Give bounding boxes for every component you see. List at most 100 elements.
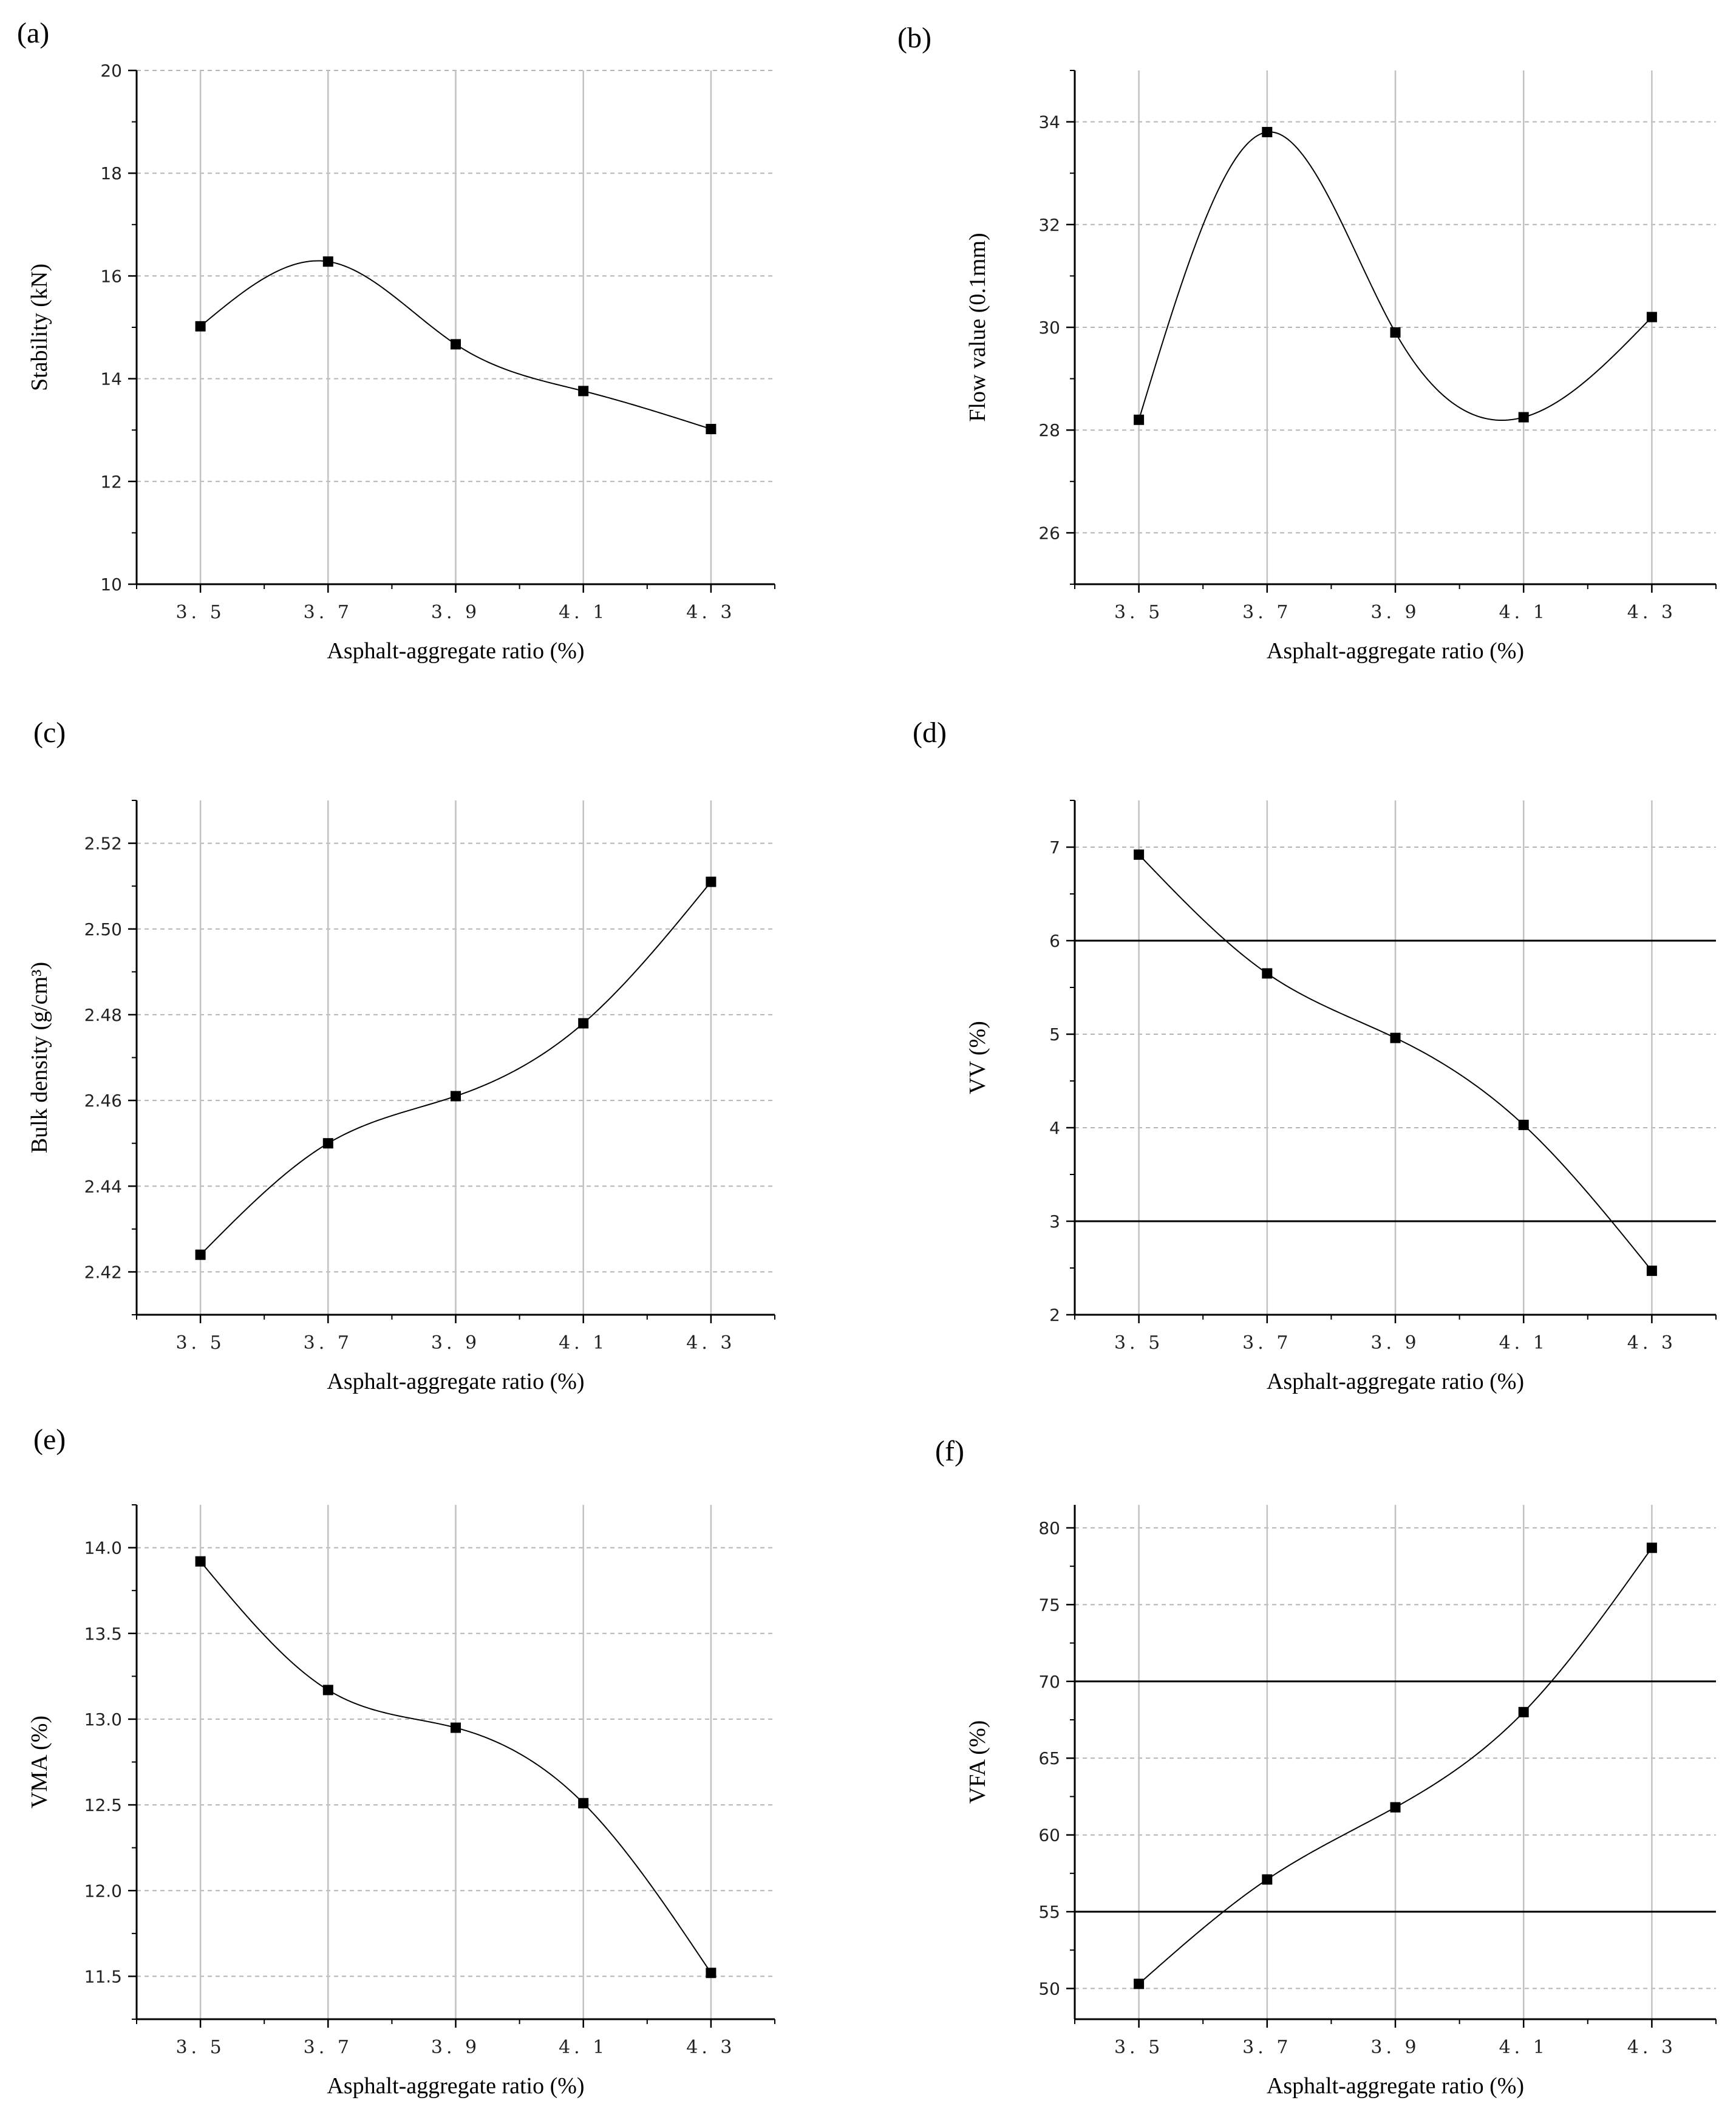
data-point — [1134, 1979, 1145, 1989]
y-axis-title: Flow value (0.1mm) — [965, 233, 990, 421]
y-tick-label: 32 — [1038, 215, 1060, 235]
x-tick-label: 3. 9 — [1370, 1332, 1420, 1354]
x-tick-label: 3. 9 — [1370, 602, 1420, 623]
y-tick-label: 55 — [1038, 1902, 1060, 1922]
data-point — [1262, 127, 1273, 138]
data-point — [1134, 849, 1145, 860]
y-tick-label: 7 — [1049, 837, 1060, 857]
data-point — [1390, 327, 1401, 338]
x-tick-label: 4. 3 — [686, 2037, 735, 2058]
x-tick-label: 3. 5 — [1114, 2037, 1163, 2058]
chart-panel-e: (e) 11.5 12.0 12.5 13.0 13.5 14.0 3. 5 3. 7 3. 9 4… — [27, 1423, 775, 2099]
x-tick-label: 4. 3 — [1627, 2037, 1676, 2058]
data-point — [322, 1138, 333, 1149]
panel-label-a: (a) — [17, 17, 49, 49]
y-tick-label: 80 — [1038, 1518, 1060, 1538]
y-tick-label: 65 — [1038, 1748, 1060, 1768]
chart-panel-c: (c) 2.42 2.44 2.46 2.48 2.50 2.52 3. 5 3. 7 3. 9 4… — [27, 717, 775, 1394]
x-tick-label: 4. 1 — [1499, 1332, 1548, 1354]
y-tick-label: 34 — [1038, 112, 1060, 132]
data-point — [322, 256, 333, 267]
panel-label-d: (d) — [913, 717, 947, 749]
y-tick-label: 2.52 — [84, 834, 122, 854]
x-tick-label: 4. 3 — [1627, 1332, 1676, 1354]
y-axis-title: Stability (kN) — [27, 264, 52, 391]
y-axis-title: VFA (%) — [965, 1720, 990, 1804]
x-tick-label: 3. 7 — [304, 1332, 353, 1354]
data-point — [451, 1722, 461, 1733]
y-tick-label: 12.5 — [84, 1795, 122, 1815]
y-tick-label: 16 — [100, 266, 122, 286]
data-point — [1390, 1802, 1401, 1813]
x-tick-label: 3. 9 — [431, 602, 480, 623]
data-point — [1262, 1874, 1273, 1885]
x-tick-label: 3. 5 — [1114, 602, 1163, 623]
data-point — [1646, 1266, 1657, 1276]
x-tick-label: 4. 1 — [1499, 2037, 1548, 2058]
x-tick-label: 3. 9 — [431, 1332, 480, 1354]
data-point — [195, 1249, 206, 1260]
x-axis-title: Asphalt-aggregate ratio (%) — [327, 2073, 584, 2099]
data-point — [1518, 412, 1529, 423]
x-tick-label: 3. 7 — [1242, 1332, 1292, 1354]
data-point — [1646, 1542, 1657, 1553]
y-axis-title: VMA (%) — [27, 1716, 52, 1808]
chart-panel-f: (f) 50 55 60 65 70 75 80 3. 5 3. 7 3. 9 4. 1 4. 3 Asp… — [935, 1435, 1717, 2099]
y-tick-label: 2 — [1049, 1305, 1060, 1325]
y-tick-label: 13.5 — [84, 1624, 122, 1644]
x-tick-label: 3. 5 — [175, 2037, 225, 2058]
x-axis-title: Asphalt-aggregate ratio (%) — [1267, 638, 1524, 664]
y-tick-label: 4 — [1049, 1118, 1060, 1138]
x-tick-label: 3. 5 — [175, 1332, 225, 1354]
y-tick-label: 10 — [100, 574, 122, 595]
y-tick-label: 28 — [1038, 420, 1060, 440]
data-point — [706, 876, 717, 887]
x-tick-label: 4. 1 — [559, 1332, 608, 1354]
chart-panel-a: (a) 10 12 14 16 18 20 3. 5 3. 7 3. 9 4. 1 4. 3 Aspha… — [17, 17, 775, 664]
x-tick-label: 4. 3 — [686, 1332, 735, 1354]
panel-label-f: (f) — [935, 1435, 964, 1467]
y-tick-label: 26 — [1038, 523, 1060, 543]
y-tick-label: 60 — [1038, 1825, 1060, 1846]
data-point — [1134, 414, 1145, 425]
x-axis-title: Asphalt-aggregate ratio (%) — [327, 638, 584, 664]
data-point — [1390, 1032, 1401, 1043]
data-point — [451, 339, 461, 350]
panel-label-e: (e) — [33, 1423, 66, 1456]
data-point — [1646, 312, 1657, 322]
x-tick-label: 3. 7 — [304, 602, 353, 623]
x-tick-label: 3. 9 — [1370, 2037, 1420, 2058]
data-point — [1262, 968, 1273, 979]
y-tick-label: 2.46 — [84, 1091, 122, 1111]
panel-label-c: (c) — [33, 717, 66, 749]
y-axis-title: VV (%) — [965, 1021, 990, 1094]
data-point — [706, 424, 717, 435]
chart-panel-d: (d) 2 3 4 5 6 7 3. 5 3. 7 3. 9 4. 1 4. 3 Asphalt-agg… — [913, 717, 1717, 1394]
y-tick-label: 13.0 — [84, 1709, 122, 1730]
x-tick-label: 3. 7 — [304, 2037, 353, 2058]
panel-label-b: (b) — [897, 22, 931, 54]
x-axis-title: Asphalt-aggregate ratio (%) — [1267, 1369, 1524, 1394]
x-tick-label: 3. 5 — [1114, 1332, 1163, 1354]
y-tick-label: 70 — [1038, 1672, 1060, 1692]
x-tick-label: 4. 3 — [1627, 602, 1676, 623]
y-tick-label: 2.44 — [84, 1176, 122, 1196]
y-tick-label: 2.48 — [84, 1005, 122, 1025]
y-tick-label: 50 — [1038, 1979, 1060, 1999]
y-tick-label: 14 — [100, 369, 122, 389]
x-tick-label: 4. 1 — [1499, 602, 1548, 623]
y-tick-label: 12.0 — [84, 1881, 122, 1901]
x-tick-label: 4. 1 — [559, 2037, 608, 2058]
y-tick-label: 30 — [1038, 318, 1060, 338]
y-tick-label: 14.0 — [84, 1538, 122, 1558]
x-tick-label: 4. 3 — [686, 602, 735, 623]
y-tick-label: 12 — [100, 472, 122, 492]
y-axis-title: Bulk density (g/cm³) — [27, 962, 52, 1153]
y-tick-label: 75 — [1038, 1595, 1060, 1615]
data-point — [451, 1091, 461, 1102]
x-tick-label: 4. 1 — [559, 602, 608, 623]
y-tick-label: 11.5 — [84, 1966, 122, 1986]
y-tick-label: 18 — [100, 163, 122, 183]
y-tick-label: 6 — [1049, 931, 1060, 951]
